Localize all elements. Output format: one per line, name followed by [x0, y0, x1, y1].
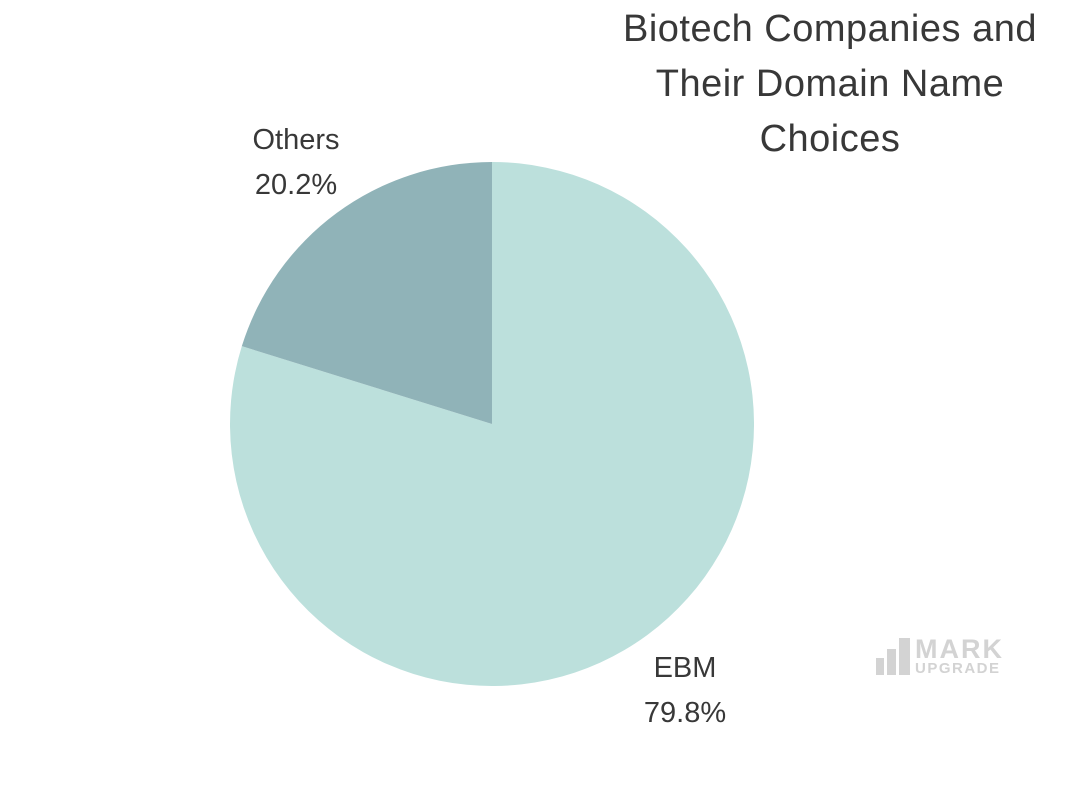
bar-chart-icon-bar-medium [887, 649, 896, 675]
bar-chart-icon-bar-small [876, 658, 884, 675]
slice-label-ebm-percent: 79.8% [643, 697, 727, 729]
pie-chart [230, 162, 754, 686]
watermark-text: MARK UPGRADE [915, 634, 1004, 677]
watermark-line-2: UPGRADE [915, 660, 1001, 677]
slice-label-others-percent: 20.2% [254, 169, 338, 201]
slice-label-ebm-name: EBM [653, 652, 717, 684]
slice-label-others: Others 20.2% [216, 118, 376, 208]
slice-label-others-name: Others [252, 124, 340, 156]
chart-title-line-1: Biotech Companies and [623, 8, 1037, 50]
watermark-line-1: MARK [915, 634, 1004, 664]
slice-label-ebm: EBM 79.8% [605, 646, 765, 736]
chart-title-line-2: Their Domain Name [655, 63, 1005, 105]
chart-title-line-3: Choices [759, 118, 901, 160]
chart-title: Biotech Companies and Their Domain Name … [595, 2, 1065, 167]
pie-slice-ebm [230, 162, 754, 686]
bar-chart-icon-bar-large [899, 638, 910, 675]
bar-chart-icon [876, 638, 910, 677]
pie-slice-others [241, 162, 492, 424]
watermark-logo: MARK UPGRADE [876, 634, 1004, 677]
